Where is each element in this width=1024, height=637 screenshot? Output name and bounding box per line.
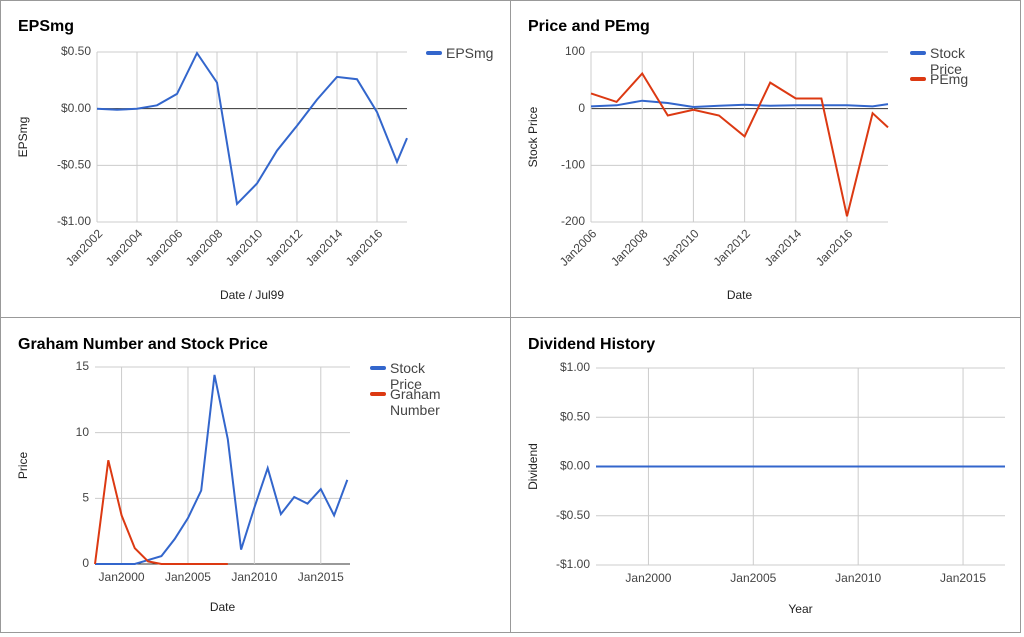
legend-entry: Stock Price bbox=[930, 45, 966, 77]
legend-entry: Stock Price bbox=[390, 360, 426, 392]
data-line bbox=[95, 374, 349, 565]
y-axis-title: Dividend bbox=[526, 443, 540, 490]
y-tick-label: $0.00 bbox=[61, 101, 91, 115]
legend-label: Graham Number bbox=[390, 386, 441, 418]
data-line bbox=[590, 71, 889, 217]
y-tick-label: $0.50 bbox=[560, 409, 590, 423]
x-tick-label: Jan2010 bbox=[231, 570, 277, 584]
legend-label: Stock Price bbox=[930, 45, 966, 77]
x-tick-label: Jan2010 bbox=[835, 571, 881, 585]
x-axis-title: Date bbox=[727, 288, 753, 302]
y-tick-label: -100 bbox=[561, 158, 585, 172]
panel bbox=[510, 317, 1021, 633]
panel bbox=[510, 0, 1021, 318]
chart-title: Price and PEmg bbox=[528, 18, 650, 35]
panel bbox=[0, 317, 511, 633]
x-tick-label: Jan2005 bbox=[165, 570, 211, 584]
y-tick-label: 15 bbox=[76, 359, 90, 373]
y-tick-label: $1.00 bbox=[560, 360, 590, 374]
x-tick-label: Jan2005 bbox=[730, 571, 776, 585]
y-tick-label: -$1.00 bbox=[556, 557, 590, 571]
data-line bbox=[590, 99, 889, 109]
y-tick-label: 10 bbox=[76, 425, 90, 439]
y-tick-label: -$1.00 bbox=[57, 214, 91, 228]
chart-title: Dividend History bbox=[528, 336, 655, 353]
y-tick-label: $0.50 bbox=[61, 44, 91, 58]
panel bbox=[0, 0, 511, 318]
legend-entry: PEmg bbox=[930, 71, 969, 87]
x-tick-label: Jan2015 bbox=[940, 571, 986, 585]
x-axis-title: Date / Jul99 bbox=[220, 288, 284, 302]
legend-label: PEmg bbox=[930, 71, 969, 87]
y-tick-label: -$0.50 bbox=[556, 508, 590, 522]
chart-title: Graham Number and Stock Price bbox=[18, 336, 268, 353]
y-tick-label: -200 bbox=[561, 214, 585, 228]
y-tick-label: 0 bbox=[578, 101, 585, 115]
y-tick-label: 100 bbox=[565, 44, 585, 58]
y-tick-label: -$0.50 bbox=[57, 158, 91, 172]
x-axis-title: Year bbox=[788, 602, 812, 616]
y-axis-title: Stock Price bbox=[526, 106, 540, 167]
y-tick-label: 0 bbox=[82, 556, 89, 570]
legend-entry: EPSmg bbox=[446, 45, 494, 61]
x-axis-title: Date bbox=[210, 600, 236, 614]
y-axis-title: Price bbox=[16, 452, 30, 480]
x-tick-label: Jan2000 bbox=[625, 571, 671, 585]
data-line bbox=[96, 51, 408, 207]
x-tick-label: Jan2000 bbox=[99, 570, 145, 584]
data-line bbox=[94, 459, 228, 565]
legend-label: Stock Price bbox=[390, 360, 426, 392]
chart-title: EPSmg bbox=[18, 18, 74, 35]
y-axis-title: EPSmg bbox=[16, 117, 30, 158]
x-tick-label: Jan2015 bbox=[298, 570, 344, 584]
legend-label: EPSmg bbox=[446, 45, 494, 61]
y-tick-label: $0.00 bbox=[560, 459, 590, 473]
y-tick-label: 5 bbox=[82, 491, 89, 505]
legend-entry: Graham Number bbox=[390, 386, 441, 418]
